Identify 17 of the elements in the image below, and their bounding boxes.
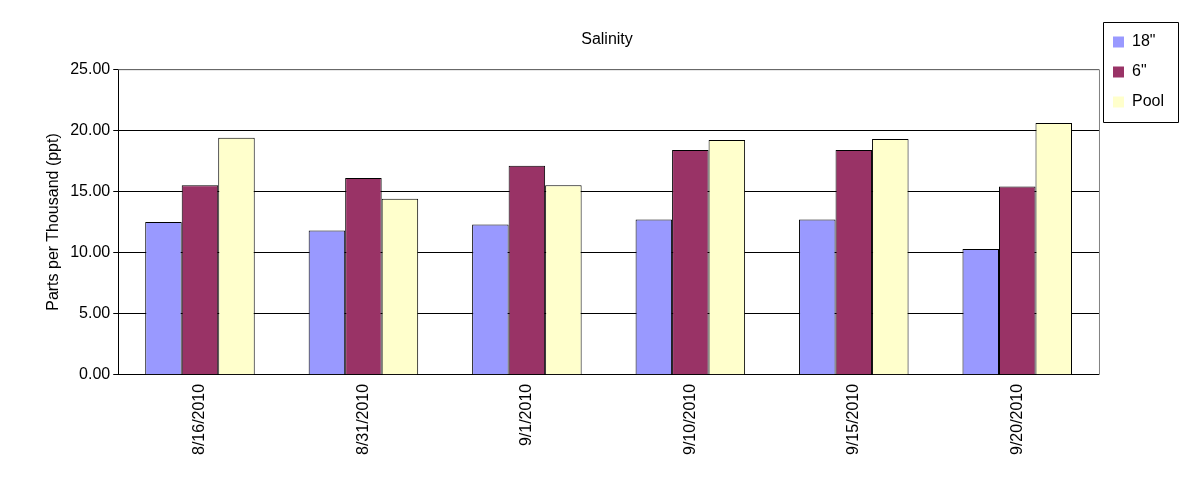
y-tick-label: 10.00 <box>70 242 111 260</box>
y-axis-title: Parts per Thousand (ppt) <box>44 133 62 311</box>
x-tick-label: 9/15/2010 <box>844 383 862 456</box>
legend-label: 18" <box>1131 32 1156 50</box>
x-tick-label: 9/20/2010 <box>1007 383 1025 456</box>
x-tick-label: 8/16/2010 <box>190 383 208 456</box>
x-tick-label: 9/10/2010 <box>680 383 698 456</box>
legend-label: Pool <box>1131 92 1165 110</box>
y-tick-label: 0.00 <box>79 365 111 383</box>
x-tick-label: 9/1/2010 <box>517 383 535 447</box>
y-tick-label: 15.00 <box>70 181 111 199</box>
x-tick-label: 8/31/2010 <box>353 383 371 456</box>
chart-title: Salinity <box>581 30 633 48</box>
legend-label: 6" <box>1131 62 1147 80</box>
y-tick-label: 25.00 <box>70 59 111 77</box>
y-tick-label: 5.00 <box>79 304 111 322</box>
y-tick-label: 20.00 <box>70 120 111 138</box>
